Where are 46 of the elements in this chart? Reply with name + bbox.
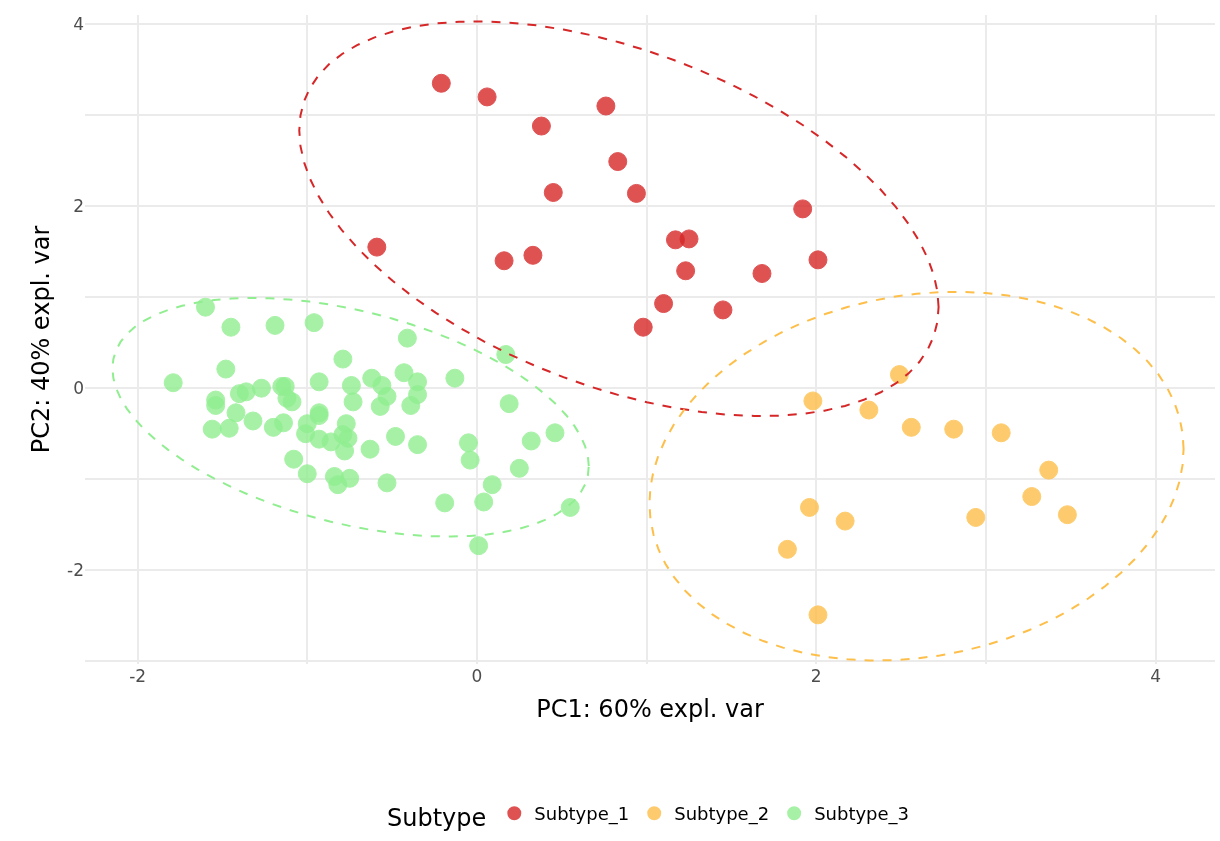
- point: [808, 605, 828, 625]
- point: [1022, 487, 1042, 507]
- point: [494, 251, 514, 271]
- legend-label: Subtype_3: [814, 803, 910, 826]
- point: [859, 400, 879, 420]
- point: [966, 507, 986, 527]
- point: [523, 245, 543, 265]
- point: [800, 497, 819, 517]
- point: [889, 365, 909, 385]
- point: [367, 237, 387, 257]
- point: [752, 264, 772, 283]
- x-tick-label: 2: [810, 666, 822, 686]
- point: [676, 261, 696, 281]
- point: [596, 96, 616, 116]
- y-tick-label: -2: [67, 560, 84, 581]
- x-tick-label: -2: [129, 666, 147, 686]
- legend-label: Subtype_1: [534, 803, 630, 826]
- point: [793, 199, 813, 219]
- point: [991, 423, 1011, 443]
- y-tick-label: 0: [73, 378, 84, 399]
- point: [626, 183, 646, 203]
- point: [654, 294, 674, 314]
- point: [679, 229, 699, 249]
- point: [431, 73, 451, 93]
- x-tick-label: 0: [471, 666, 483, 686]
- point: [777, 539, 797, 559]
- x-axis-title: PC1: 60% expl. var: [536, 695, 764, 724]
- point: [808, 250, 828, 270]
- point: [944, 419, 964, 439]
- x-tick-label: 4: [1150, 666, 1162, 686]
- point: [901, 417, 921, 437]
- point: [803, 391, 823, 411]
- point: [713, 300, 733, 320]
- y-tick-label: 2: [73, 196, 84, 217]
- point: [835, 511, 855, 531]
- point: [543, 183, 563, 202]
- y-tick-label: 4: [73, 14, 84, 35]
- point: [477, 87, 497, 107]
- point: [608, 152, 628, 172]
- legend-title: Subtype: [387, 804, 487, 833]
- point: [1057, 505, 1077, 525]
- point: [531, 116, 551, 136]
- y-axis-title: PC2: 40% expl. var: [27, 225, 56, 454]
- point: [633, 317, 653, 337]
- point: [1039, 460, 1059, 480]
- legend-label: Subtype_2: [674, 803, 770, 826]
